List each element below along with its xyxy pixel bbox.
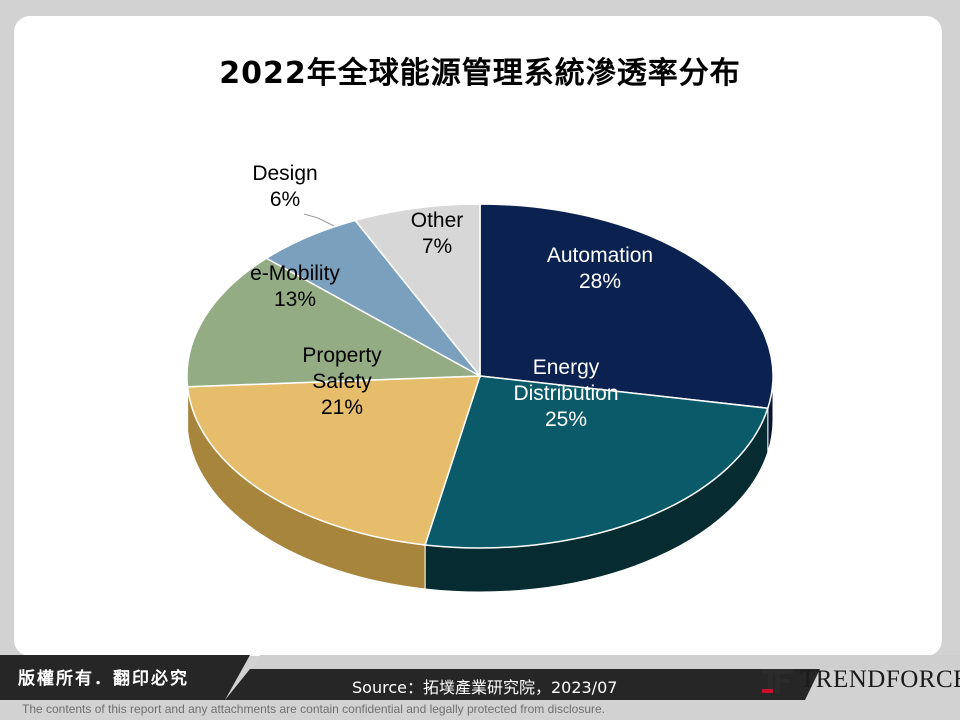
pie-slice-e-mobility: [186, 257, 483, 388]
pie-slice-other: [353, 203, 481, 379]
trendforce-logo: TRENDFORCE: [762, 664, 960, 696]
trendforce-logo-icon: [762, 669, 793, 693]
pie-label-automation: Automation 28%: [547, 244, 653, 293]
pie-labels: Automation 28% Energy Distribution 25% Proper…: [250, 162, 653, 431]
pie-tops: [186, 203, 774, 549]
pie-label-other: Other 7%: [411, 209, 464, 258]
pie-label-e-mobility: e-Mobility 13%: [250, 262, 340, 311]
pie-label-property-safety: Property Safety 21%: [302, 344, 382, 419]
pie-slice-automation: [479, 203, 774, 410]
disclaimer-text: The contents of this report and any atta…: [22, 702, 605, 716]
pie-slice-energy-distribution: [424, 375, 769, 549]
copyright-text: 版權所有．翻印必究: [18, 669, 189, 689]
pie-label-energy-distribution: Energy Distribution 25%: [513, 356, 618, 431]
source-text: Source：拓墣產業研究院，2023/07: [352, 678, 618, 697]
chart-title: 2022年全球能源管理系統滲透率分布: [219, 56, 741, 91]
footer-bar: [0, 655, 960, 700]
pie-label-design: Design 6%: [252, 162, 317, 211]
brand-name: TRENDFORCE: [800, 666, 960, 693]
pie-slice-property-safety: [186, 375, 482, 546]
leader-line-design: [303, 213, 335, 227]
